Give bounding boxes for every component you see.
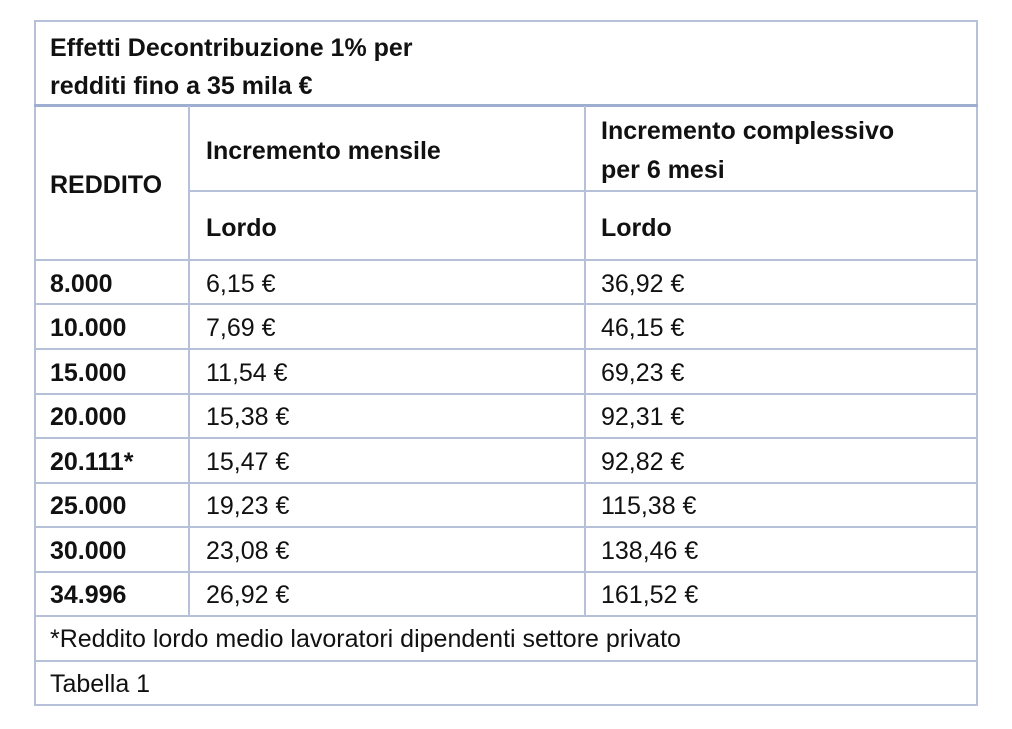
row-complessivo: 69,23 € bbox=[601, 359, 685, 387]
row-reddito: 25.000 bbox=[50, 492, 127, 520]
row-complessivo: 161,52 € bbox=[601, 581, 699, 609]
column-divider bbox=[584, 106, 586, 617]
row-mensile: 7,69 € bbox=[206, 314, 276, 342]
header-incremento-complessivo-line2: per 6 mesi bbox=[601, 156, 725, 184]
row-mensile: 6,15 € bbox=[206, 270, 276, 298]
table-title-line2: redditi fino a 35 mila € bbox=[50, 72, 313, 100]
row-mensile: 23,08 € bbox=[206, 537, 290, 565]
row-mensile: 11,54 € bbox=[206, 359, 288, 387]
footnote-divider bbox=[34, 660, 978, 662]
row-mensile: 26,92 € bbox=[206, 581, 290, 609]
row-mensile: 15,38 € bbox=[206, 403, 290, 431]
row-complessivo: 36,92 € bbox=[601, 270, 685, 298]
row-complessivo: 115,38 € bbox=[601, 492, 697, 520]
header-lordo-complessivo: Lordo bbox=[601, 214, 672, 242]
row-divider bbox=[34, 348, 978, 350]
row-divider bbox=[34, 393, 978, 395]
row-reddito: 10.000 bbox=[50, 314, 127, 342]
row-reddito: 20.000 bbox=[50, 403, 127, 431]
row-mensile: 15,47 € bbox=[206, 448, 290, 476]
row-divider bbox=[34, 437, 978, 439]
row-complessivo: 46,15 € bbox=[601, 314, 685, 342]
table-title-line1: Effetti Decontribuzione 1% per bbox=[50, 34, 413, 62]
title-divider bbox=[34, 104, 978, 107]
header-incremento-complessivo-line1: Incremento complessivo bbox=[601, 117, 895, 145]
header-lordo-mensile: Lordo bbox=[206, 214, 277, 242]
table-caption: Tabella 1 bbox=[50, 670, 151, 698]
row-reddito: 34.996 bbox=[50, 581, 127, 609]
row-reddito: 20.111* bbox=[50, 448, 134, 476]
row-reddito: 15.000 bbox=[50, 359, 127, 387]
row-reddito: 30.000 bbox=[50, 537, 127, 565]
row-divider bbox=[34, 615, 978, 617]
row-divider bbox=[34, 303, 978, 305]
row-complessivo: 92,31 € bbox=[601, 403, 685, 431]
row-complessivo: 138,46 € bbox=[601, 537, 699, 565]
row-reddito: 8.000 bbox=[50, 270, 113, 298]
footnote: *Reddito lordo medio lavoratori dipenden… bbox=[50, 625, 681, 653]
header-incremento-mensile: Incremento mensile bbox=[206, 137, 441, 165]
data-table bbox=[34, 20, 978, 706]
row-divider bbox=[34, 571, 978, 573]
header-reddito: REDDITO bbox=[50, 171, 163, 199]
row-divider bbox=[34, 526, 978, 528]
row-mensile: 19,23 € bbox=[206, 492, 290, 520]
row-complessivo: 92,82 € bbox=[601, 448, 685, 476]
column-divider bbox=[188, 106, 190, 617]
header-divider bbox=[34, 259, 978, 261]
row-divider bbox=[34, 482, 978, 484]
